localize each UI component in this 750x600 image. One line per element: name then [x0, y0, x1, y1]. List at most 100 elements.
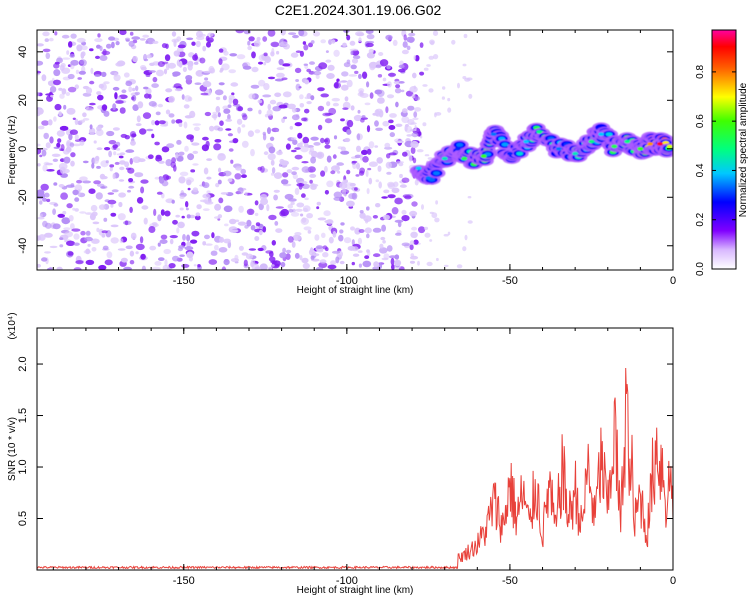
- noise-blob: [267, 153, 276, 161]
- noise-blob: [399, 184, 407, 188]
- noise-blob: [263, 52, 268, 57]
- noise-blob: [137, 101, 144, 109]
- signal-peak: [598, 132, 605, 136]
- noise-blob: [158, 257, 165, 261]
- noise-blob: [368, 48, 374, 54]
- colorbar-tick-label: 0.8: [695, 64, 706, 78]
- noise-blob: [232, 138, 239, 144]
- noise-blob: [324, 165, 328, 173]
- noise-blob: [130, 232, 137, 240]
- noise-blob: [217, 179, 222, 185]
- noise-blob: [138, 158, 146, 163]
- noise-blob: [424, 232, 431, 238]
- noise-blob: [231, 92, 235, 96]
- noise-blob: [419, 42, 424, 48]
- noise-blob: [356, 145, 361, 152]
- noise-blob: [85, 230, 91, 236]
- noise-blob: [274, 78, 284, 82]
- noise-blob: [187, 187, 191, 191]
- noise-blob: [203, 70, 213, 74]
- noise-blob: [37, 163, 41, 167]
- noise-blob: [250, 148, 255, 157]
- noise-blob: [135, 123, 142, 127]
- noise-blob: [315, 266, 324, 270]
- noise-blob: [183, 121, 188, 129]
- noise-blob: [104, 147, 111, 151]
- noise-blob: [263, 61, 267, 66]
- noise-blob: [295, 50, 302, 53]
- noise-blob: [343, 237, 352, 244]
- noise-blob: [163, 248, 171, 255]
- noise-blob: [247, 130, 254, 137]
- noise-blob: [157, 214, 162, 222]
- noise-blob: [74, 118, 79, 126]
- noise-blob: [365, 169, 369, 177]
- noise-blob: [318, 261, 328, 269]
- noise-blob: [359, 210, 364, 214]
- noise-blob: [53, 116, 57, 122]
- noise-blob: [161, 43, 168, 49]
- noise-blob: [85, 105, 89, 110]
- x-tick-label: -150: [173, 575, 195, 587]
- noise-blob: [322, 112, 332, 117]
- noise-blob: [91, 211, 98, 217]
- noise-blob: [375, 127, 383, 131]
- noise-blob: [39, 213, 43, 218]
- noise-blob: [208, 259, 218, 265]
- noise-blob: [388, 72, 396, 77]
- noise-blob: [291, 241, 296, 248]
- noise-blob: [394, 88, 402, 94]
- noise-blob: [73, 242, 80, 246]
- noise-blob: [247, 107, 253, 112]
- noise-blob: [165, 175, 171, 180]
- noise-blob: [40, 183, 49, 191]
- noise-blob: [206, 158, 213, 162]
- noise-blob: [140, 66, 147, 71]
- noise-blob: [270, 159, 275, 166]
- noise-blob: [408, 38, 414, 44]
- noise-blob: [291, 114, 300, 121]
- noise-blob: [269, 99, 277, 105]
- noise-blob: [79, 139, 85, 146]
- noise-blob: [49, 86, 57, 93]
- noise-blob: [326, 180, 334, 188]
- noise-blob: [307, 230, 312, 234]
- noise-blob: [339, 181, 348, 189]
- noise-blob: [119, 152, 126, 156]
- noise-blob: [98, 264, 107, 270]
- noise-blob: [109, 166, 113, 172]
- noise-blob: [41, 74, 47, 82]
- noise-blob: [70, 33, 77, 39]
- noise-blob: [54, 31, 58, 36]
- y-tick-label: 0: [17, 146, 29, 152]
- noise-blob: [258, 203, 264, 211]
- noise-blob: [366, 188, 370, 195]
- signal-peak: [657, 142, 663, 146]
- noise-blob: [73, 233, 80, 240]
- noise-blob: [271, 240, 276, 246]
- noise-blob: [276, 72, 285, 78]
- noise-blob: [202, 182, 210, 189]
- noise-blob: [346, 129, 352, 135]
- spectrogram-y-label: Frequency (Hz): [7, 116, 18, 185]
- noise-blob: [342, 107, 349, 110]
- noise-blob: [103, 81, 110, 85]
- noise-blob: [119, 160, 126, 165]
- noise-blob: [289, 125, 293, 130]
- noise-blob: [364, 227, 372, 234]
- noise-blob: [198, 33, 206, 37]
- y-tick-label: 40: [17, 46, 29, 58]
- noise-blob: [186, 37, 194, 41]
- noise-blob: [59, 125, 69, 131]
- noise-blob: [192, 163, 199, 166]
- noise-blob: [268, 266, 273, 270]
- noise-blob: [330, 260, 337, 266]
- noise-blob: [61, 34, 70, 39]
- signal-core: [501, 142, 509, 147]
- noise-blob: [85, 212, 93, 215]
- noise-blob: [37, 147, 42, 155]
- noise-blob: [381, 196, 388, 199]
- noise-blob: [398, 64, 405, 69]
- noise-blob: [302, 41, 307, 45]
- noise-blob: [309, 173, 317, 178]
